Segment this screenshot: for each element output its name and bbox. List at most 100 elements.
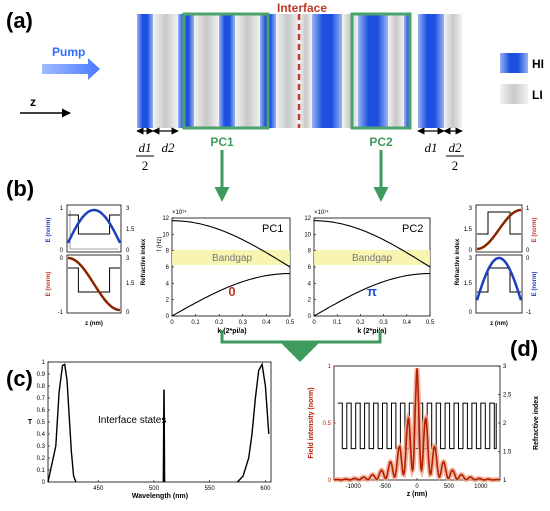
band2-xtick-3: 0.3 bbox=[379, 320, 388, 326]
chart-d-ylabel: Field intensity (norm) bbox=[308, 387, 315, 458]
pc1-box bbox=[182, 12, 270, 130]
legend-li-label: LI bbox=[532, 88, 543, 102]
li-layer-12 bbox=[388, 14, 404, 128]
band1-phase: 0 bbox=[228, 284, 235, 299]
interface-label: Interface bbox=[277, 1, 327, 15]
field-profile-pc2: Refractive index E (norm) E (norm) z (nm… bbox=[455, 204, 538, 327]
band2-ytick-1: 2 bbox=[308, 298, 312, 304]
band1-ylabel: f (Hz) bbox=[157, 237, 163, 252]
hi-layer-2 bbox=[178, 14, 194, 128]
legend-li-swatch bbox=[500, 84, 528, 104]
chart-c-annotation: Interface states bbox=[98, 415, 166, 426]
chart-c-xtick-2: 550 bbox=[205, 486, 216, 492]
chart-c-ytick-1: 0.1 bbox=[37, 468, 46, 474]
z-axis-label: z bbox=[30, 95, 36, 109]
mini-l-bottom-ylabel: E (norm) bbox=[46, 272, 52, 297]
chart-d-xtick-2: 0 bbox=[415, 484, 419, 490]
mini-l-top-y2tick-3: 3 bbox=[126, 206, 130, 212]
hi-layer-0 bbox=[137, 14, 153, 128]
legend-hi-swatch bbox=[500, 53, 528, 73]
mini-l-top-y2tick-15: 1.5 bbox=[126, 227, 135, 233]
pump-arrow bbox=[42, 58, 100, 80]
chart-d-xtick-1: -500 bbox=[379, 484, 392, 490]
mini-r-bottom-ylabel: E (norm) bbox=[532, 272, 538, 297]
band1-xtick-0: 0 bbox=[170, 320, 174, 326]
band1-xtick-3: 0.3 bbox=[239, 320, 248, 326]
mini-l-bottom-ytick-0: 0 bbox=[60, 256, 64, 262]
band2-xlabel: k (2*pi/a) bbox=[357, 328, 386, 335]
chart-c-xtick-1: 500 bbox=[149, 486, 160, 492]
mini-l-top-ylabel: E (norm) bbox=[46, 218, 52, 243]
mini-l-bottom-ytick-m1: -1 bbox=[58, 310, 64, 316]
merge-arrow-head bbox=[280, 342, 320, 362]
band-diagram-pc2: Bandgap PC2 π ×10¹⁴ k (2*pi/a) 0 2 4 6 8 10 12… bbox=[304, 209, 435, 335]
pc2-box bbox=[350, 12, 412, 130]
band2-title: PC2 bbox=[402, 223, 423, 235]
band2-bandgap-region bbox=[314, 250, 430, 265]
mini-r-top-index bbox=[477, 211, 521, 235]
band2-ytick-4: 8 bbox=[308, 249, 312, 255]
chart-d-y2tick-0: 1 bbox=[503, 478, 507, 484]
chart-c-series-1 bbox=[162, 389, 166, 483]
li-layer-15 bbox=[444, 14, 462, 128]
pc1-label: PC1 bbox=[210, 135, 234, 149]
band1-xtick-5: 0.5 bbox=[286, 320, 295, 326]
hi-layer-9 bbox=[312, 14, 342, 128]
mini-r-bottom-ytick-m1: -1 bbox=[526, 310, 532, 316]
mini-l-bottom-y2tick-0: 0 bbox=[126, 310, 130, 316]
d2-half-num: d2 bbox=[449, 140, 463, 155]
hi-layer-4 bbox=[219, 14, 235, 128]
mini-l-refr-label: Refractive index bbox=[141, 238, 147, 285]
mini-r-bottom-field bbox=[475, 256, 523, 301]
chart-c-xtick-3: 600 bbox=[260, 486, 271, 492]
legend-hi-label: HI bbox=[532, 57, 544, 71]
transmission-chart: 0 0.1 0.2 0.3 0.4 0.5 0.6 0.7 0.8 0.9 1 450 500 550 60… bbox=[28, 360, 272, 500]
band1-ytick-2: 4 bbox=[166, 281, 170, 287]
mini-r-top-y2tick-0: 0 bbox=[469, 248, 473, 254]
mini-r-top-y2tick-15: 1.5 bbox=[464, 227, 473, 233]
chart-c-ytick-7: 0.7 bbox=[37, 396, 46, 402]
mini-r-top-ytick-1: 1 bbox=[526, 206, 530, 212]
band2-xtick-4: 0.4 bbox=[403, 320, 412, 326]
band1-xtick-2: 0.2 bbox=[215, 320, 224, 326]
chart-d-xtick-0: -1000 bbox=[345, 484, 361, 490]
chart-d-y2tick-4: 3 bbox=[503, 364, 507, 370]
band1-ytick-3: 6 bbox=[166, 265, 170, 271]
mini-l-top-refr-frame bbox=[69, 210, 118, 250]
chart-c-ytick-9: 0.9 bbox=[37, 372, 46, 378]
band2-xtick-5: 0.5 bbox=[426, 320, 435, 326]
band1-title: PC1 bbox=[262, 223, 283, 235]
mini-r-bottom-ytick-0: 0 bbox=[526, 256, 530, 262]
chart-d-y2label: Refractive index bbox=[533, 396, 540, 450]
chart-d-field-intensity bbox=[334, 368, 500, 481]
mini-l-xlabel: z (nm) bbox=[85, 321, 103, 327]
band2-ytick-3: 6 bbox=[308, 265, 312, 271]
li-layer-10 bbox=[342, 14, 358, 128]
chart-d-xlabel: z (nm) bbox=[407, 491, 428, 498]
chart-d-ytick-1: 0.5 bbox=[323, 421, 332, 427]
chart-d-xtick-3: 500 bbox=[444, 484, 455, 490]
chart-d-xtick-4: 1000 bbox=[474, 484, 488, 490]
band2-ytick-2: 4 bbox=[308, 281, 312, 287]
li-layer-7 bbox=[276, 14, 299, 128]
panel-label-a: (a) bbox=[6, 8, 33, 33]
chart-c-ytick-6: 0.6 bbox=[37, 408, 46, 414]
chart-c-ytick-3: 0.3 bbox=[37, 444, 46, 450]
mini-r-top-y2tick-3: 3 bbox=[469, 206, 473, 212]
band2-xtick-2: 0.2 bbox=[356, 320, 365, 326]
mini-r-top-field bbox=[476, 208, 522, 251]
chart-c-xtick-0: 450 bbox=[93, 486, 104, 492]
panel-label-d: (d) bbox=[510, 336, 538, 361]
chart-c-ytick-5: 0.5 bbox=[37, 420, 46, 426]
mini-l-bottom-y2tick-3: 3 bbox=[126, 256, 130, 262]
band2-ytick-5: 10 bbox=[304, 232, 311, 238]
chart-c-ytick-10: 1 bbox=[42, 360, 46, 366]
band1-upper-branch bbox=[172, 220, 291, 268]
hi-layer-14 bbox=[418, 14, 444, 128]
band2-upper-branch bbox=[314, 220, 431, 268]
stack-gap bbox=[410, 14, 418, 128]
mini-l-bottom-field bbox=[67, 256, 121, 312]
band2-lower-branch bbox=[313, 272, 431, 317]
chart-d-y2tick-2: 2 bbox=[503, 421, 507, 427]
